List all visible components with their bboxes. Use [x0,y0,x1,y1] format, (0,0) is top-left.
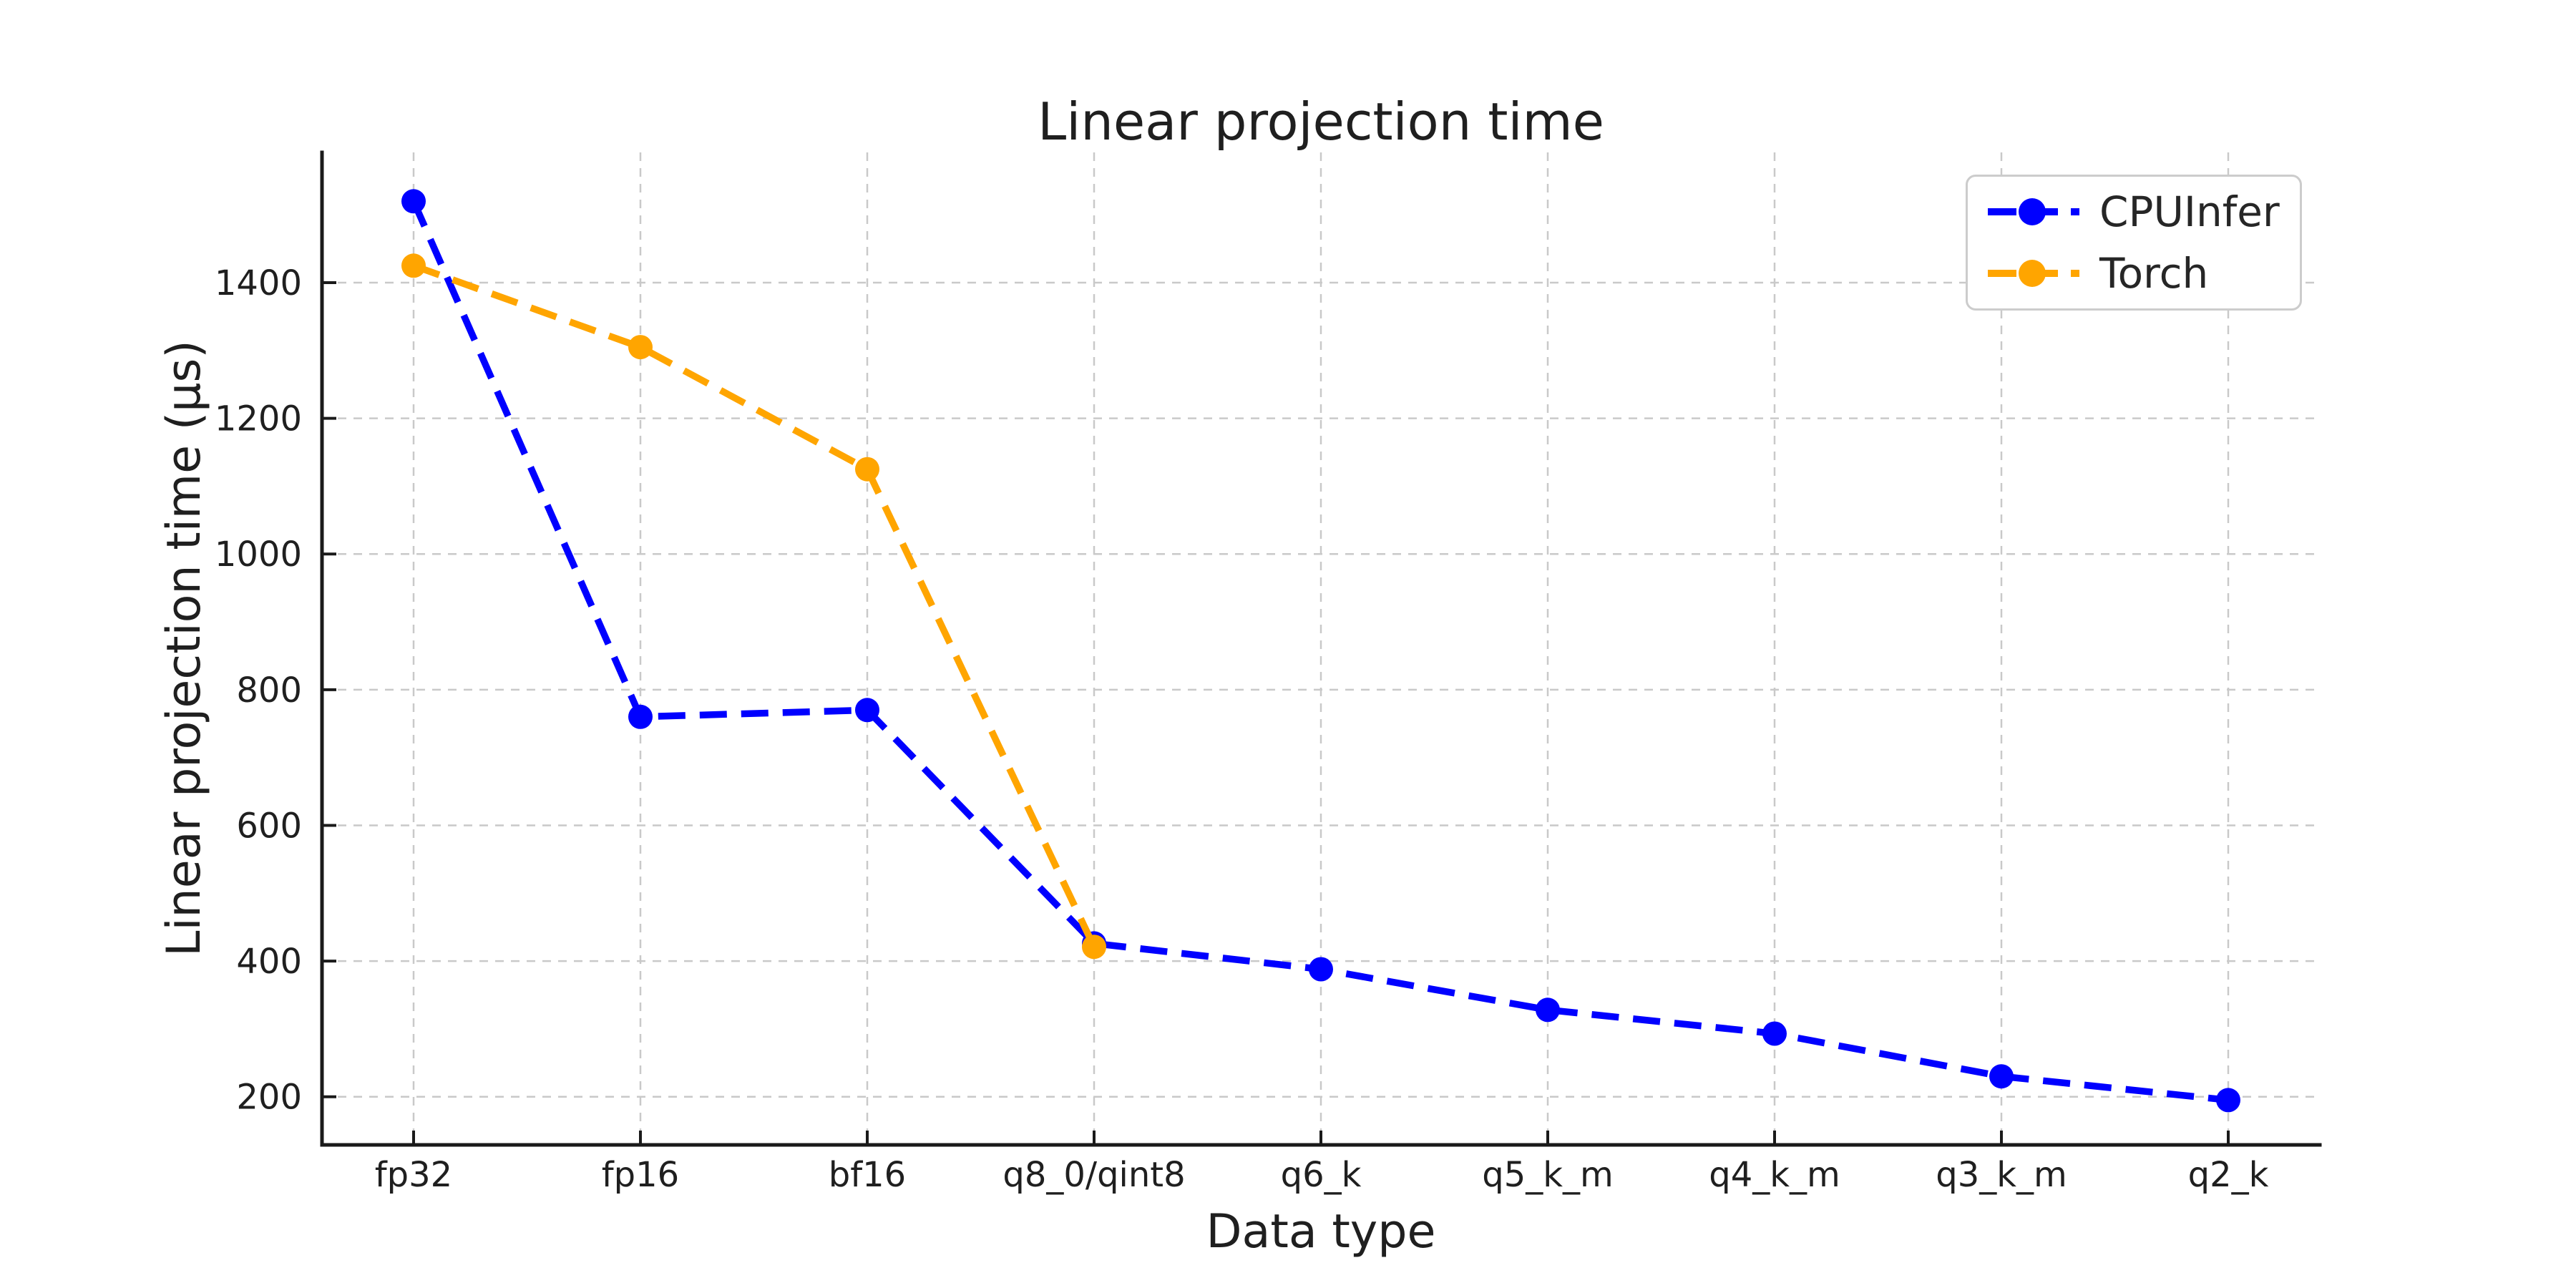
legend-line-sample-torch [1988,260,2079,287]
legend: CPUInfer Torch [1966,175,2302,311]
data-point-cpuinfer-fp16 [628,704,653,729]
data-point-cpuinfer-q5_k_m [1536,997,1560,1023]
data-point-torch-fp16 [628,335,653,360]
x-tick-label: bf16 [829,1155,906,1195]
x-tick-label: q2_k [2188,1155,2269,1195]
data-point-cpuinfer-q3_k_m [1989,1064,2014,1089]
y-tick-label: 1400 [215,263,302,303]
y-tick-label: 800 [236,670,302,711]
legend-line-sample-cpuinfer [1988,198,2079,225]
x-tick-label: q8_0/qint8 [1002,1155,1185,1195]
x-tick-label: q4_k_m [1709,1155,1840,1195]
legend-label-torch: Torch [2099,249,2209,298]
y-tick-label: 400 [236,942,302,982]
legend-item-torch: Torch [1986,248,2281,298]
legend-item-cpuinfer: CPUInfer [1986,187,2281,237]
data-point-torch-bf16 [855,457,879,482]
x-axis-title: Data type [1206,1205,1436,1259]
y-tick-label: 200 [236,1078,302,1118]
y-axis-title: Linear projection time (µs) [157,340,211,957]
y-tick-label: 600 [236,806,302,846]
x-tick-label: fp32 [375,1155,452,1195]
data-point-cpuinfer-q4_k_m [1762,1021,1787,1046]
x-tick-label: q5_k_m [1482,1155,1614,1195]
y-tick-label: 1000 [215,535,302,575]
data-point-torch-fp32 [401,253,426,278]
data-point-cpuinfer-fp32 [401,189,426,214]
x-tick-label: fp16 [602,1155,679,1195]
legend-label-cpuinfer: CPUInfer [2099,187,2280,236]
y-tick-label: 1200 [215,399,302,439]
chart-title: Linear projection time [1038,92,1604,152]
data-point-cpuinfer-bf16 [855,698,879,723]
data-point-cpuinfer-q6_k [1309,957,1333,982]
data-point-cpuinfer-q2_k [2216,1088,2240,1113]
series-line-torch [412,262,1098,949]
data-point-torch-q8_0/qint8 [1082,935,1106,960]
x-tick-label: q6_k [1281,1155,1362,1195]
x-tick-label: q3_k_m [1936,1155,2067,1195]
